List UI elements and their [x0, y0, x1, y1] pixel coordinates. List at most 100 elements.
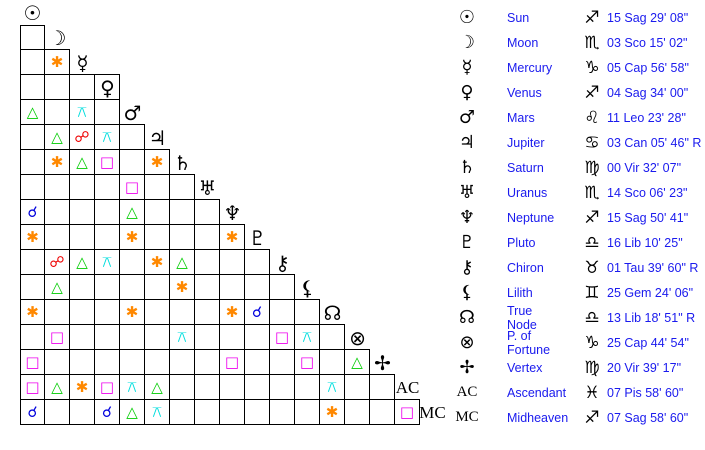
planet-name-link[interactable]: Ascendant — [507, 385, 567, 400]
aspect-cell: ✱ — [119, 299, 145, 325]
planet-glyph-neptune-icon: ♆ — [223, 200, 242, 225]
aspect-cell — [20, 249, 45, 275]
opposition-icon: ☍ — [74, 127, 90, 146]
aspect-cell: ✱ — [144, 249, 170, 275]
aspect-cell — [194, 274, 220, 300]
aspect-cell — [169, 224, 195, 250]
square-icon: □ — [124, 177, 140, 196]
square-icon: □ — [224, 352, 240, 371]
planet-icon: ⊗ — [459, 332, 475, 353]
planet-name-link[interactable]: Mars — [507, 110, 535, 125]
planet-name-link[interactable]: Neptune — [507, 210, 555, 225]
conjunction-icon: ☌ — [251, 302, 263, 321]
aspect-cell — [369, 399, 395, 425]
trine-icon: △ — [176, 252, 188, 271]
planet-position: 05 Cap 56' 58" — [607, 60, 689, 75]
planet-name-link[interactable]: Chiron — [507, 260, 544, 275]
planet-position: 07 Pis 58' 60" — [607, 385, 684, 400]
trine-icon: △ — [351, 352, 363, 371]
aspect-cell — [219, 249, 245, 275]
aspect-cell: □ — [394, 399, 420, 425]
aspect-cell — [94, 199, 120, 225]
planet-position: 20 Vir 39' 17" — [607, 360, 682, 375]
zodiac-sign-icon: ♓ — [584, 382, 600, 403]
planet-name-link[interactable]: Mercury — [507, 60, 553, 75]
aspect-cell — [144, 324, 170, 350]
planet-icon: AC — [456, 384, 478, 400]
planet-position: 04 Sag 34' 00" — [607, 85, 689, 100]
planet-row: ☊ True Node ♎ 13 Lib 18' 51" R — [455, 304, 695, 332]
quincunx-icon: ⚻ — [302, 327, 312, 346]
planet-position: 16 Lib 10' 25" — [607, 235, 683, 250]
planet-row: ♀ Venus ♐ 04 Sag 34' 00" — [455, 80, 688, 105]
zodiac-sign-icon: ♊ — [584, 282, 600, 303]
aspect-cell — [44, 199, 70, 225]
planet-icon: ⚸ — [460, 282, 474, 303]
aspect-cell: △ — [144, 374, 170, 400]
planet-name-link[interactable]: Uranus — [507, 185, 548, 200]
opposition-icon: ☍ — [49, 252, 65, 271]
planet-icon: ♃ — [458, 132, 476, 153]
aspect-cell — [194, 249, 220, 275]
aspect-cell: △ — [69, 149, 95, 175]
aspect-cell — [169, 174, 195, 200]
planet-position: 00 Vir 32' 07" — [607, 160, 682, 175]
planet-name-link[interactable]: P. of Fortune — [507, 328, 551, 357]
planet-name-link[interactable]: Moon — [507, 35, 539, 50]
planet-name-link[interactable]: Midheaven — [507, 410, 569, 425]
sextile-icon: ✱ — [50, 52, 64, 71]
sextile-icon: ✱ — [50, 152, 64, 171]
conjunction-icon: ☌ — [27, 202, 38, 221]
aspect-cell: □ — [94, 374, 120, 400]
aspect-cell: ✱ — [219, 224, 245, 250]
planet-glyph-ascendant-icon: AC — [395, 377, 420, 397]
aspect-cell: ⚻ — [294, 324, 320, 350]
aspect-cell: ⚻ — [69, 99, 95, 125]
trine-icon: △ — [76, 152, 88, 171]
zodiac-sign-icon: ♍ — [584, 157, 600, 178]
sextile-icon: ✱ — [325, 402, 339, 421]
planet-position: 03 Sco 15' 02" — [607, 35, 688, 50]
aspect-cell — [144, 274, 170, 300]
planet-name-link[interactable]: Sun — [507, 10, 530, 25]
aspect-cell: △ — [169, 249, 195, 275]
aspect-cell — [69, 324, 95, 350]
planet-name-link[interactable]: Lilith — [507, 285, 533, 300]
aspect-cell — [294, 399, 320, 425]
aspect-cell: □ — [269, 324, 295, 350]
planet-icon: ☿ — [461, 57, 473, 78]
aspect-cell — [44, 399, 70, 425]
planet-name-link[interactable]: Jupiter — [507, 135, 545, 150]
planet-name-link[interactable]: True Node — [507, 303, 537, 332]
planet-name-link[interactable]: Saturn — [507, 160, 544, 175]
aspect-cell: ☌ — [244, 299, 270, 325]
aspect-cell — [20, 25, 45, 50]
planet-name-link[interactable]: Venus — [507, 85, 542, 100]
aspect-cell — [244, 399, 270, 425]
aspect-cell: ✱ — [219, 299, 245, 325]
planet-row: ⚷ Chiron ♉ 01 Tau 39' 60" R — [455, 255, 698, 280]
zodiac-sign-icon: ♌ — [584, 107, 600, 128]
aspect-cell: ⚻ — [169, 324, 195, 350]
aspect-cell: □ — [119, 174, 145, 200]
planet-name-link[interactable]: Vertex — [507, 360, 543, 375]
planet-row: ☉ Sun ♐ 15 Sag 29' 08" — [455, 5, 688, 30]
aspect-cell — [169, 399, 195, 425]
planet-icon: ♅ — [458, 182, 476, 203]
aspect-cell — [44, 349, 70, 375]
aspect-cell: ☌ — [94, 399, 120, 425]
planet-row: ✢ Vertex ♍ 20 Vir 39' 17" — [455, 355, 681, 380]
aspect-cell — [44, 174, 70, 200]
aspect-cell — [319, 349, 345, 375]
planet-icon: ✢ — [459, 357, 475, 378]
aspect-cell — [319, 324, 345, 350]
planet-name-link[interactable]: Pluto — [507, 235, 536, 250]
zodiac-sign-icon: ♐ — [584, 407, 600, 428]
aspect-cell — [194, 224, 220, 250]
square-icon: □ — [274, 327, 290, 346]
aspect-cell — [94, 274, 120, 300]
aspect-cell: ✱ — [20, 299, 45, 325]
aspect-cell — [119, 149, 145, 175]
aspect-cell — [44, 74, 70, 100]
aspect-cell: □ — [20, 374, 45, 400]
